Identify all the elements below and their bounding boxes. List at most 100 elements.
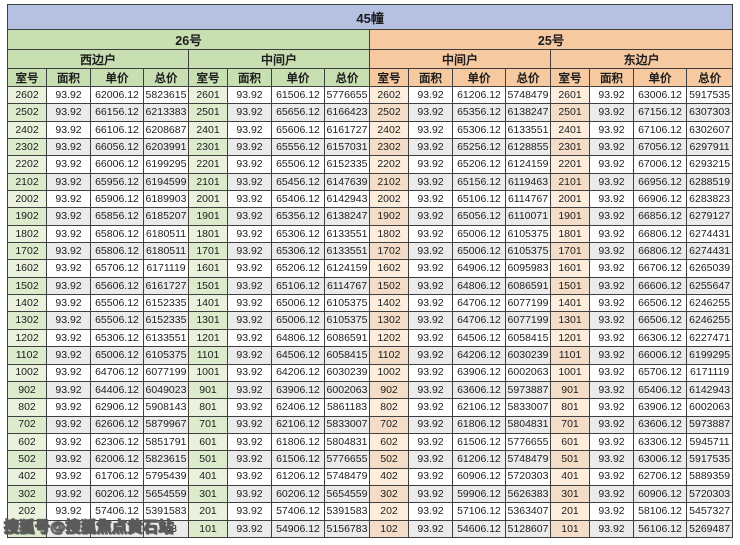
area-cell: 93.92 <box>589 432 634 452</box>
area-cell: 93.92 <box>589 172 634 192</box>
total-price-cell: 6227471 <box>685 328 734 348</box>
building-25-header: 25号 <box>368 29 734 50</box>
area-cell: 93.92 <box>589 294 634 313</box>
room-cell: 2402 <box>7 120 47 140</box>
unit-price-cell: 66506.12 <box>633 294 687 313</box>
total-price-cell: 5363407 <box>505 502 551 521</box>
total-price-cell: 5917535 <box>685 85 734 105</box>
room-cell: 2101 <box>550 172 590 192</box>
unit-price-cell: 65006.12 <box>452 242 506 261</box>
unit-price-cell: 66006.12 <box>90 155 144 174</box>
room-cell: 1601 <box>188 259 228 278</box>
col-header-unit-price: 单价 <box>271 68 325 87</box>
unit-price-cell: 61506.12 <box>452 432 506 452</box>
total-price-cell: 5804831 <box>505 415 551 434</box>
total-price-cell: 6161727 <box>143 276 189 296</box>
unit-price-cell: 66856.12 <box>633 207 687 226</box>
total-price-cell: 5269487 <box>685 519 734 539</box>
area-cell: 93.92 <box>408 207 453 226</box>
area-cell: 93.92 <box>46 138 91 157</box>
total-price-cell: 6171119 <box>685 363 734 382</box>
room-cell: 1802 <box>7 224 47 244</box>
total-price-cell: 6077199 <box>505 294 551 313</box>
unit-price-cell: 56106.12 <box>633 519 687 539</box>
room-cell: 2001 <box>550 190 590 209</box>
area-cell: 93.92 <box>589 380 634 400</box>
area-cell: 93.92 <box>227 138 272 157</box>
area-cell: 93.92 <box>227 85 272 105</box>
room-cell: 1502 <box>369 276 409 296</box>
unit-price-cell: 65806.12 <box>90 242 144 261</box>
unit-price-cell: 65606.12 <box>90 276 144 296</box>
unit-price-cell: 62006.12 <box>90 85 144 105</box>
room-cell: 2201 <box>550 155 590 174</box>
room-cell: 2101 <box>188 172 228 192</box>
table-row: 2402 93.92 66106.12 6208687 2401 93.92 65606.1… <box>7 120 734 140</box>
unit-price-cell: 65606.12 <box>271 120 325 140</box>
total-price-cell: 6161727 <box>324 120 370 140</box>
total-price-cell: 6265039 <box>685 259 734 278</box>
col-header-area: 面积 <box>589 68 634 87</box>
total-price-cell: 5748479 <box>324 467 370 486</box>
room-cell: 2201 <box>188 155 228 174</box>
room-cell: 1901 <box>550 207 590 226</box>
total-price-cell: 5917535 <box>685 450 734 469</box>
room-cell: 601 <box>188 432 228 452</box>
total-price-cell: 6152335 <box>324 155 370 174</box>
unit-price-cell: 65206.12 <box>271 259 325 278</box>
area-cell: 93.92 <box>227 103 272 122</box>
area-cell: 93.92 <box>227 502 272 521</box>
price-table: 45幢 26号 25号 西边户 中间户 中间户 东边户 室号 面积 单价 总价 … <box>6 4 734 539</box>
total-price-cell: 5889359 <box>685 467 734 486</box>
table-row: 1602 93.92 65706.12 6171119 1601 93.92 65206.1… <box>7 259 734 278</box>
unit-price-cell: 65356.12 <box>271 207 325 226</box>
unit-price-cell: 64206.12 <box>452 346 506 365</box>
total-price-cell: 6288519 <box>685 172 734 192</box>
area-cell: 93.92 <box>46 415 91 434</box>
room-cell: 1602 <box>369 259 409 278</box>
unit-price-cell: 66156.12 <box>90 103 144 122</box>
area-cell: 93.92 <box>227 467 272 486</box>
area-cell: 93.92 <box>227 432 272 452</box>
room-cell: 2102 <box>369 172 409 192</box>
total-price-cell: 6077199 <box>505 311 551 330</box>
area-cell: 93.92 <box>227 311 272 330</box>
unit-price-cell: 65856.12 <box>90 207 144 226</box>
area-cell: 93.92 <box>589 519 634 539</box>
wing-header-east: 东边户 <box>549 49 734 69</box>
room-cell: 2401 <box>550 120 590 140</box>
room-cell: 1001 <box>550 363 590 382</box>
area-cell: 93.92 <box>589 190 634 209</box>
total-price-cell: 5861183 <box>324 398 370 417</box>
total-price-cell: 6293215 <box>685 155 734 174</box>
area-cell: 93.92 <box>589 398 634 417</box>
room-cell: 901 <box>550 380 590 400</box>
room-cell: 2002 <box>369 190 409 209</box>
unit-price-cell: 62406.12 <box>271 398 325 417</box>
building-26-header: 26号 <box>7 29 370 50</box>
area-cell: 93.92 <box>408 519 453 539</box>
unit-price-cell: 61806.12 <box>271 432 325 452</box>
total-price-cell: 6171119 <box>143 259 189 278</box>
room-cell: 2302 <box>7 138 47 157</box>
area-cell: 93.92 <box>46 259 91 278</box>
area-cell: 93.92 <box>589 346 634 365</box>
unit-price-cell: 61206.12 <box>452 450 506 469</box>
total-price-cell: 6185207 <box>143 207 189 226</box>
total-price-cell: 5833007 <box>324 415 370 434</box>
col-header-total-price: 总价 <box>143 68 189 87</box>
unit-price-cell: 66006.12 <box>633 346 687 365</box>
table-body: 2602 93.92 62006.12 5823615 2601 93.92 61506.1… <box>7 85 734 539</box>
total-price-cell: 6180511 <box>143 242 189 261</box>
area-cell: 93.92 <box>46 85 91 105</box>
total-price-cell: 6302607 <box>685 120 734 140</box>
total-price-cell: 5457327 <box>685 502 734 521</box>
room-cell: 2602 <box>7 85 47 105</box>
unit-price-cell: 54906.12 <box>271 519 325 539</box>
room-cell: 602 <box>369 432 409 452</box>
unit-price-cell: 65406.12 <box>633 380 687 400</box>
room-cell: 1301 <box>550 311 590 330</box>
table-row: 1402 93.92 65506.12 6152335 1401 93.92 65006.1… <box>7 294 734 313</box>
table-row: 西边户 中间户 中间户 东边户 <box>7 49 734 69</box>
